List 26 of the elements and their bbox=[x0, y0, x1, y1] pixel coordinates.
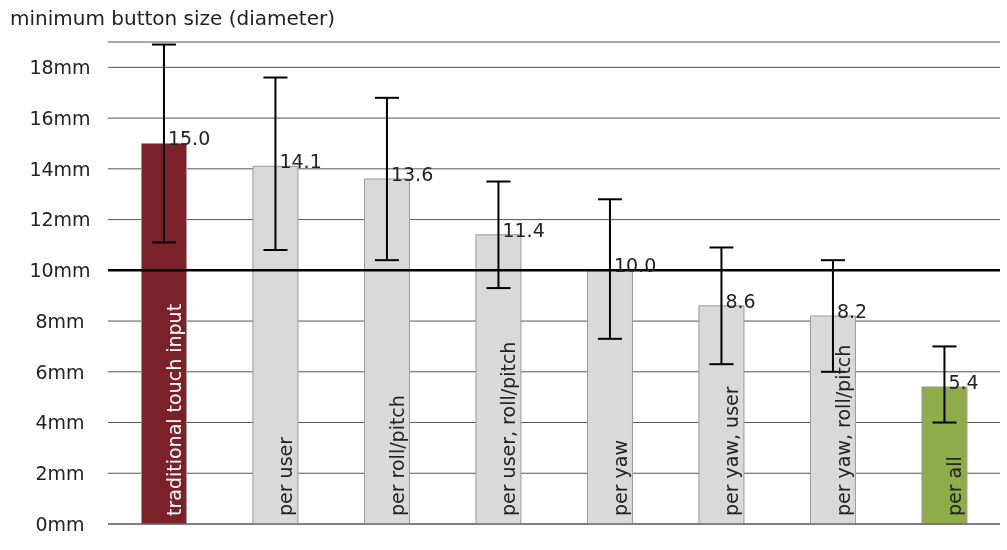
y-axis-title: minimum button size (diameter) bbox=[10, 6, 335, 30]
x-tick-label: traditional touch input bbox=[162, 303, 185, 516]
y-tick-label: 10mm bbox=[29, 259, 91, 282]
x-tick-label: per yaw, user bbox=[720, 386, 743, 516]
y-tick-label: 0mm bbox=[35, 512, 85, 535]
y-tick-label: 18mm bbox=[29, 56, 91, 79]
x-tick-label: per yaw, roll/pitch bbox=[831, 344, 854, 516]
y-tick-label: 16mm bbox=[29, 106, 91, 129]
data-label: 14.1 bbox=[279, 150, 322, 173]
x-tick-label: per user bbox=[274, 436, 297, 516]
y-tick-label: 14mm bbox=[29, 157, 91, 180]
y-tick-label: 4mm bbox=[35, 411, 85, 434]
x-tick-label: per roll/pitch bbox=[385, 395, 408, 516]
y-tick-label: 8mm bbox=[35, 309, 85, 332]
data-label: 15.0 bbox=[167, 127, 211, 150]
data-label: 13.6 bbox=[390, 162, 434, 185]
x-tick-label: per yaw bbox=[608, 439, 631, 516]
y-tick-label: 2mm bbox=[35, 462, 85, 485]
y-tick-label: 6mm bbox=[35, 360, 85, 383]
data-label: 5.4 bbox=[948, 371, 979, 394]
x-tick-label: per all bbox=[943, 456, 966, 516]
data-label: 8.2 bbox=[836, 299, 868, 322]
data-label: 11.4 bbox=[502, 218, 545, 241]
x-tick-label: per user, roll/pitch bbox=[497, 341, 520, 516]
y-tick-label: 12mm bbox=[29, 208, 91, 231]
data-label: 8.6 bbox=[725, 289, 756, 312]
